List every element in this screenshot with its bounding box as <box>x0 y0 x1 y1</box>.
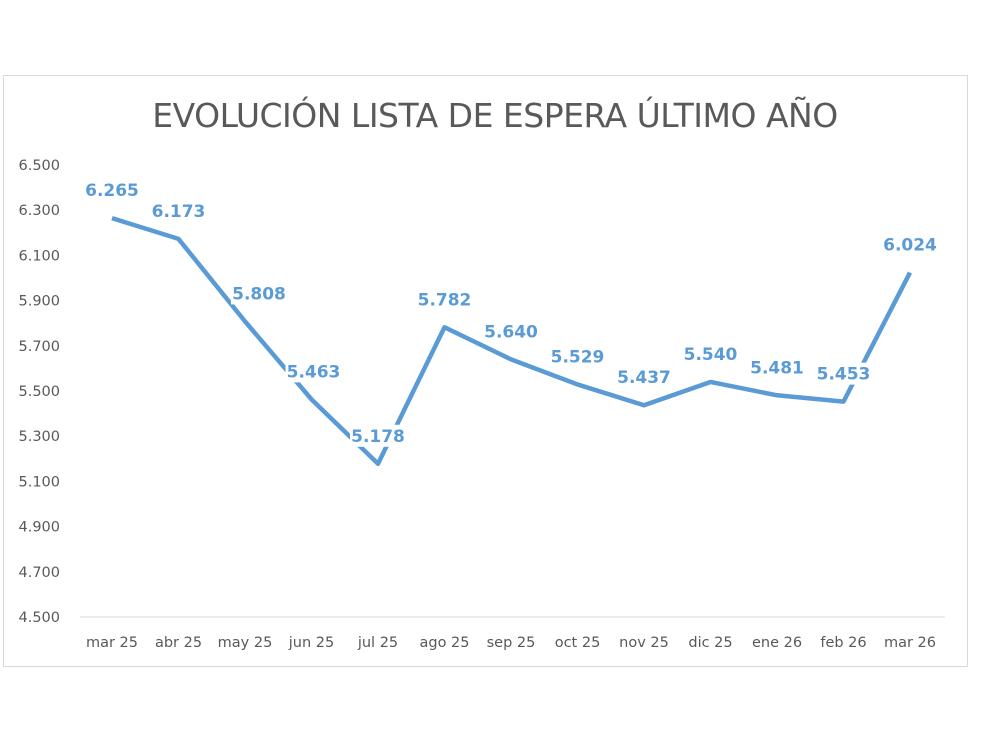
data-label-bg <box>84 179 140 202</box>
x-tick-label: jun 25 <box>288 635 334 651</box>
data-label: 5.529 <box>551 347 605 367</box>
y-tick-label: 5.100 <box>18 474 60 490</box>
x-tick-label: mar 26 <box>884 635 936 651</box>
data-label: 6.265 <box>85 181 139 201</box>
x-tick-label: ene 26 <box>752 635 802 651</box>
x-tick-label: may 25 <box>218 635 273 651</box>
data-label-bg <box>749 356 805 379</box>
data-label-bg <box>231 282 287 305</box>
data-label: 5.178 <box>351 427 405 447</box>
data-label-bg <box>350 424 406 447</box>
chart-title: EVOLUCIÓN LISTA DE ESPERA ÚLTIMO AÑO <box>152 96 838 135</box>
x-tick-label: ago 25 <box>419 635 469 651</box>
data-label-bg <box>483 320 539 343</box>
data-label: 6.173 <box>152 202 206 222</box>
y-tick-label: 4.700 <box>18 565 60 581</box>
data-label: 5.463 <box>287 362 341 382</box>
data-label-bg <box>616 366 672 389</box>
data-label: 5.481 <box>750 358 804 378</box>
data-label: 5.453 <box>817 365 871 385</box>
series-line <box>111 215 913 467</box>
y-tick-label: 5.700 <box>18 339 60 355</box>
y-tick-label: 6.500 <box>18 158 60 174</box>
x-tick-label: feb 26 <box>820 635 866 651</box>
x-tick-label: jul 25 <box>357 635 398 651</box>
x-tick-label: dic 25 <box>688 635 732 651</box>
y-tick-label: 4.900 <box>18 520 60 536</box>
data-label-bg <box>285 360 342 383</box>
y-tick-label: 4.500 <box>18 610 60 626</box>
data-label-bg <box>416 288 473 311</box>
x-tick-label: oct 25 <box>555 635 601 651</box>
data-label: 5.437 <box>617 368 671 388</box>
y-tick-label: 5.300 <box>18 429 60 445</box>
data-label-bg <box>815 362 872 385</box>
chart-frame <box>3 75 968 667</box>
x-tick-label: nov 25 <box>619 635 669 651</box>
data-label: 5.540 <box>684 345 738 365</box>
data-label: 5.640 <box>484 322 538 342</box>
x-tick-label: mar 25 <box>86 635 138 651</box>
y-tick-label: 5.500 <box>18 384 60 400</box>
data-label-bg <box>549 345 606 368</box>
y-tick-label: 6.100 <box>18 248 60 264</box>
x-tick-label: abr 25 <box>155 635 202 651</box>
data-label: 5.808 <box>232 284 286 304</box>
data-label-bg <box>682 342 739 365</box>
data-label-bg <box>150 199 207 222</box>
data-label-bg <box>882 233 938 256</box>
data-label: 6.024 <box>883 236 937 256</box>
data-label: 5.782 <box>418 290 472 310</box>
y-tick-label: 6.300 <box>18 203 60 219</box>
y-tick-label: 5.900 <box>18 294 60 310</box>
x-tick-label: sep 25 <box>487 635 536 651</box>
